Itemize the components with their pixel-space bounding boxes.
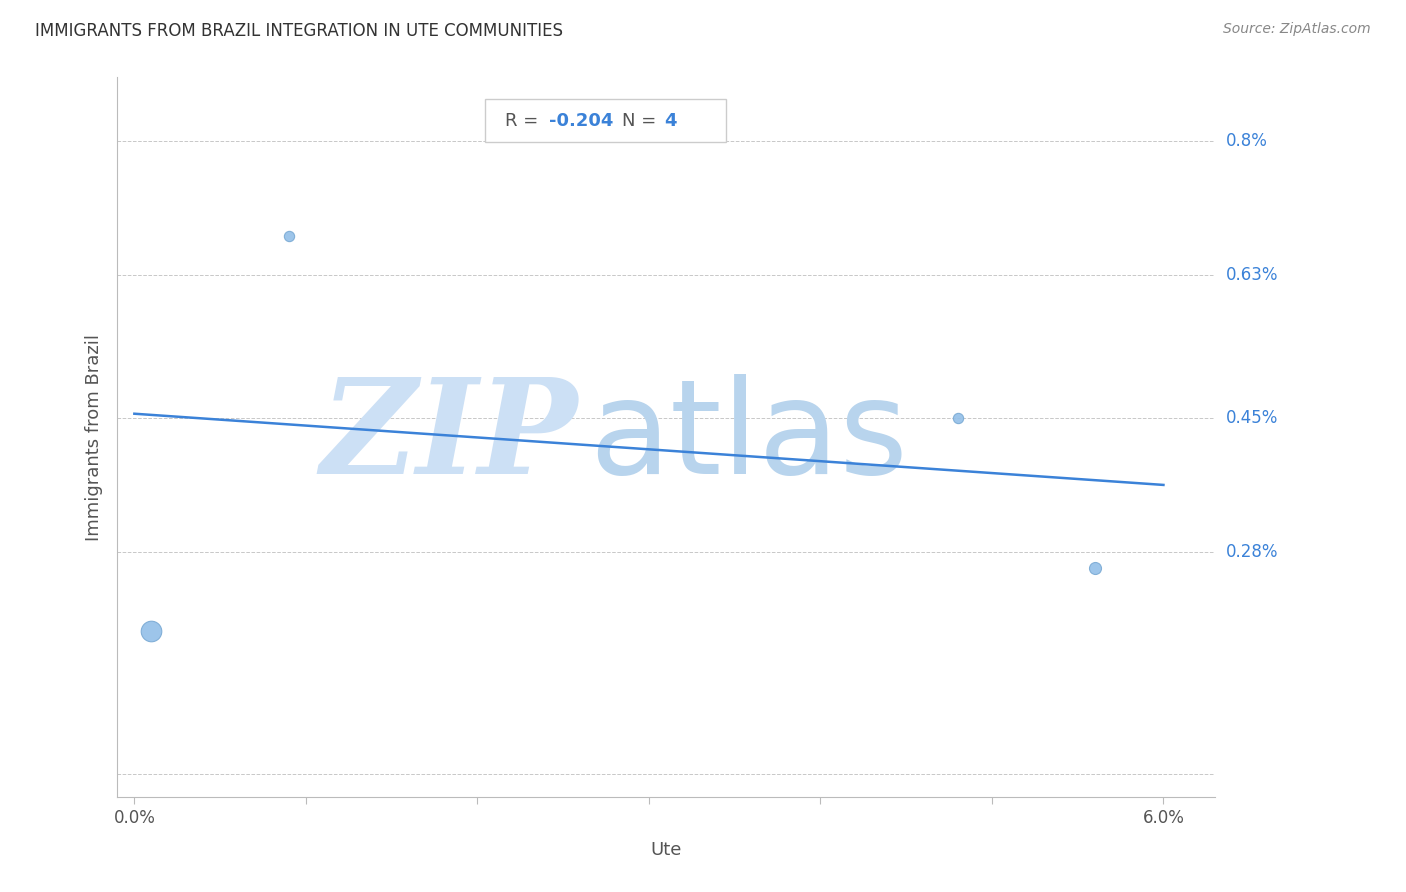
Text: ZIP: ZIP — [321, 373, 578, 502]
Text: IMMIGRANTS FROM BRAZIL INTEGRATION IN UTE COMMUNITIES: IMMIGRANTS FROM BRAZIL INTEGRATION IN UT… — [35, 22, 564, 40]
Point — [1084, 561, 1107, 575]
FancyBboxPatch shape — [485, 99, 727, 142]
Text: atlas: atlas — [589, 374, 908, 501]
Text: 0.8%: 0.8% — [1226, 132, 1268, 150]
Y-axis label: Immigrants from Brazil: Immigrants from Brazil — [86, 334, 103, 541]
Text: 4: 4 — [664, 112, 676, 129]
Text: -0.204: -0.204 — [548, 112, 613, 129]
Text: Source: ZipAtlas.com: Source: ZipAtlas.com — [1223, 22, 1371, 37]
Text: N =: N = — [621, 112, 662, 129]
Point — [946, 410, 969, 425]
Point — [141, 624, 163, 639]
X-axis label: Ute: Ute — [651, 841, 682, 859]
Text: 0.45%: 0.45% — [1226, 409, 1278, 426]
Text: 0.28%: 0.28% — [1226, 543, 1278, 561]
Text: 0.63%: 0.63% — [1226, 266, 1278, 285]
Text: R =: R = — [505, 112, 544, 129]
Point — [277, 228, 299, 243]
